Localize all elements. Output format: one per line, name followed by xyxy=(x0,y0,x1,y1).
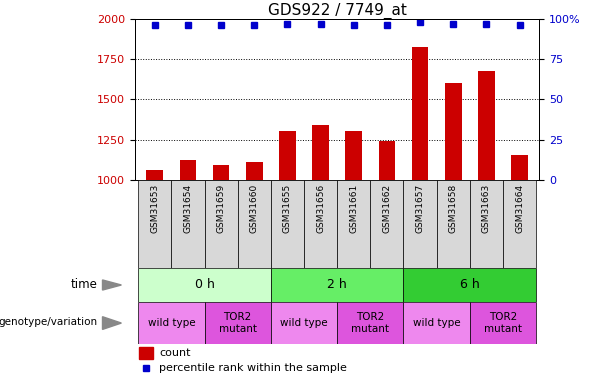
Bar xyxy=(205,302,271,344)
Bar xyxy=(205,180,238,268)
Bar xyxy=(271,268,403,302)
Text: wild type: wild type xyxy=(413,318,460,328)
Text: GSM31655: GSM31655 xyxy=(283,183,292,233)
Bar xyxy=(238,180,271,268)
Bar xyxy=(271,180,304,268)
Text: count: count xyxy=(159,348,191,358)
Text: TOR2
mutant: TOR2 mutant xyxy=(484,312,522,334)
Polygon shape xyxy=(102,317,121,329)
Text: GSM31654: GSM31654 xyxy=(183,183,192,232)
Text: GSM31662: GSM31662 xyxy=(383,183,391,232)
Bar xyxy=(246,162,262,180)
Bar xyxy=(379,141,395,180)
Bar xyxy=(403,302,470,344)
Text: GSM31663: GSM31663 xyxy=(482,183,491,233)
Text: GSM31653: GSM31653 xyxy=(150,183,159,233)
Text: 0 h: 0 h xyxy=(194,279,215,291)
Text: GSM31660: GSM31660 xyxy=(249,183,259,233)
Bar xyxy=(138,302,205,344)
Bar xyxy=(403,180,436,268)
Text: wild type: wild type xyxy=(280,318,328,328)
Text: TOR2
mutant: TOR2 mutant xyxy=(219,312,257,334)
Bar xyxy=(403,268,536,302)
Polygon shape xyxy=(102,280,121,290)
Bar xyxy=(271,302,337,344)
Text: GSM31661: GSM31661 xyxy=(349,183,358,233)
Bar xyxy=(346,131,362,180)
Bar xyxy=(138,180,172,268)
Bar xyxy=(337,302,403,344)
Bar xyxy=(139,347,153,359)
Bar xyxy=(213,165,229,180)
Bar xyxy=(304,180,337,268)
Bar xyxy=(412,47,428,180)
Bar xyxy=(172,180,205,268)
Text: GSM31656: GSM31656 xyxy=(316,183,325,233)
Text: 6 h: 6 h xyxy=(460,279,480,291)
Text: GSM31657: GSM31657 xyxy=(416,183,425,233)
Bar xyxy=(503,180,536,268)
Text: 2 h: 2 h xyxy=(327,279,347,291)
Text: GSM31658: GSM31658 xyxy=(449,183,458,233)
Text: time: time xyxy=(70,278,97,291)
Text: genotype/variation: genotype/variation xyxy=(0,317,97,327)
Bar xyxy=(337,180,370,268)
Bar xyxy=(180,160,196,180)
Bar xyxy=(279,131,295,180)
Bar xyxy=(470,180,503,268)
Bar xyxy=(138,268,271,302)
Bar xyxy=(445,83,462,180)
Bar xyxy=(312,125,329,180)
Bar xyxy=(147,170,163,180)
Text: GSM31659: GSM31659 xyxy=(216,183,226,233)
Title: GDS922 / 7749_at: GDS922 / 7749_at xyxy=(268,3,406,19)
Text: percentile rank within the sample: percentile rank within the sample xyxy=(159,363,347,373)
Text: wild type: wild type xyxy=(148,318,195,328)
Text: GSM31664: GSM31664 xyxy=(515,183,524,232)
Bar xyxy=(470,302,536,344)
Bar xyxy=(511,155,528,180)
Bar xyxy=(478,71,495,180)
Text: TOR2
mutant: TOR2 mutant xyxy=(351,312,389,334)
Bar xyxy=(370,180,403,268)
Bar xyxy=(436,180,470,268)
